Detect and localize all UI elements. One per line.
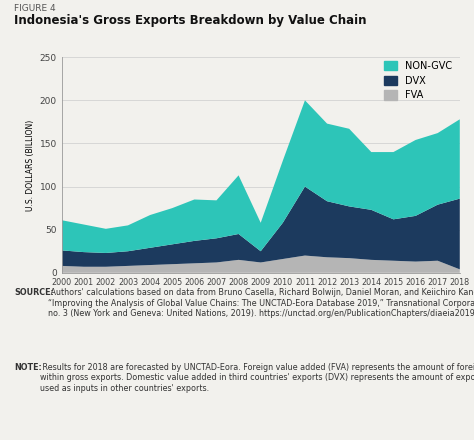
Text: FIGURE 4: FIGURE 4 — [14, 4, 56, 13]
Legend: NON-GVC, DVX, FVA: NON-GVC, DVX, FVA — [382, 58, 455, 103]
Text: Results for 2018 are forecasted by UNCTAD-Eora. Foreign value added (FVA) repres: Results for 2018 are forecasted by UNCTA… — [40, 363, 474, 393]
Y-axis label: U.S. DOLLARS (BILLION): U.S. DOLLARS (BILLION) — [27, 119, 36, 211]
Text: Indonesia's Gross Exports Breakdown by Value Chain: Indonesia's Gross Exports Breakdown by V… — [14, 14, 367, 27]
Text: NOTE:: NOTE: — [14, 363, 42, 372]
Text: Authors' calculations based on data from Bruno Casella, Richard Bolwijn, Daniel : Authors' calculations based on data from… — [48, 288, 474, 318]
Text: SOURCE:: SOURCE: — [14, 288, 54, 297]
